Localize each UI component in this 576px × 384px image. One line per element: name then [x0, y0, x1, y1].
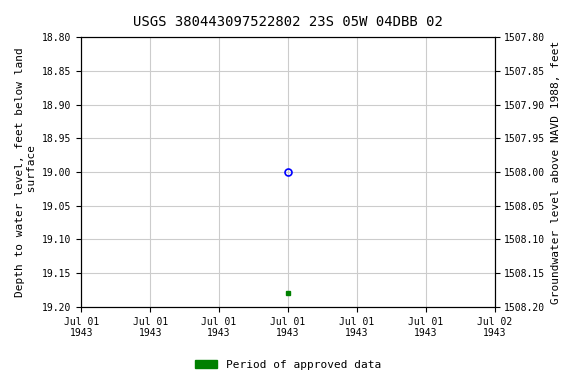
Y-axis label: Groundwater level above NAVD 1988, feet: Groundwater level above NAVD 1988, feet	[551, 40, 561, 304]
Y-axis label: Depth to water level, feet below land
 surface: Depth to water level, feet below land su…	[15, 47, 37, 297]
Title: USGS 380443097522802 23S 05W 04DBB 02: USGS 380443097522802 23S 05W 04DBB 02	[133, 15, 443, 29]
Legend: Period of approved data: Period of approved data	[191, 356, 385, 375]
